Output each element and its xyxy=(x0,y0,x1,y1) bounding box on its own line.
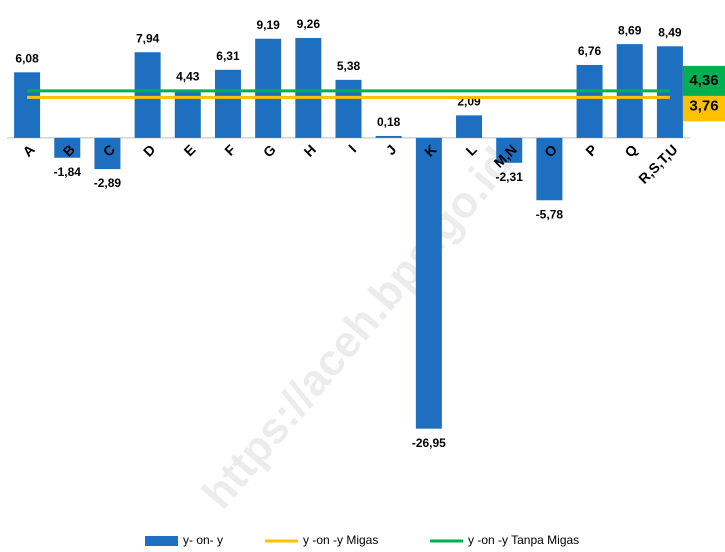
bar xyxy=(576,64,603,138)
data-label: 4,43 xyxy=(176,69,200,83)
bar xyxy=(496,137,523,163)
legend-swatch xyxy=(145,536,178,546)
data-label: 6,76 xyxy=(578,44,602,58)
data-label: 9,26 xyxy=(297,17,321,31)
data-label: 9,19 xyxy=(256,18,280,32)
bar xyxy=(134,52,161,138)
bar xyxy=(335,79,362,138)
bar xyxy=(54,137,81,158)
data-label: 5,38 xyxy=(337,59,361,73)
data-label: 6,31 xyxy=(216,49,240,63)
bar xyxy=(14,72,41,138)
data-label: 8,69 xyxy=(618,23,642,37)
reference-badge xyxy=(683,65,725,96)
bar xyxy=(255,38,282,138)
bar xyxy=(415,137,442,429)
reference-label: 4,36 xyxy=(689,72,718,89)
bar xyxy=(375,135,402,138)
data-label: -2,31 xyxy=(496,170,524,184)
data-label: -2,89 xyxy=(94,176,122,190)
bar xyxy=(295,37,322,138)
data-label: -26,95 xyxy=(412,436,446,450)
bar xyxy=(214,69,241,138)
bar xyxy=(456,115,483,138)
legend-label: y -on -y Tanpa Migas xyxy=(468,533,579,547)
data-label: -1,84 xyxy=(54,165,82,179)
data-label: 6,08 xyxy=(15,51,39,65)
reference-label: 3,76 xyxy=(689,97,718,114)
data-label: 8,49 xyxy=(658,25,682,39)
data-label: 7,94 xyxy=(136,31,160,45)
data-label: -5,78 xyxy=(536,207,564,221)
legend-label: y- on- y xyxy=(183,533,223,547)
bar xyxy=(536,137,563,201)
bar xyxy=(94,137,121,170)
reference-badge xyxy=(683,91,725,122)
data-label: 0,18 xyxy=(377,115,401,129)
legend-label: y -on -y Migas xyxy=(303,533,378,547)
